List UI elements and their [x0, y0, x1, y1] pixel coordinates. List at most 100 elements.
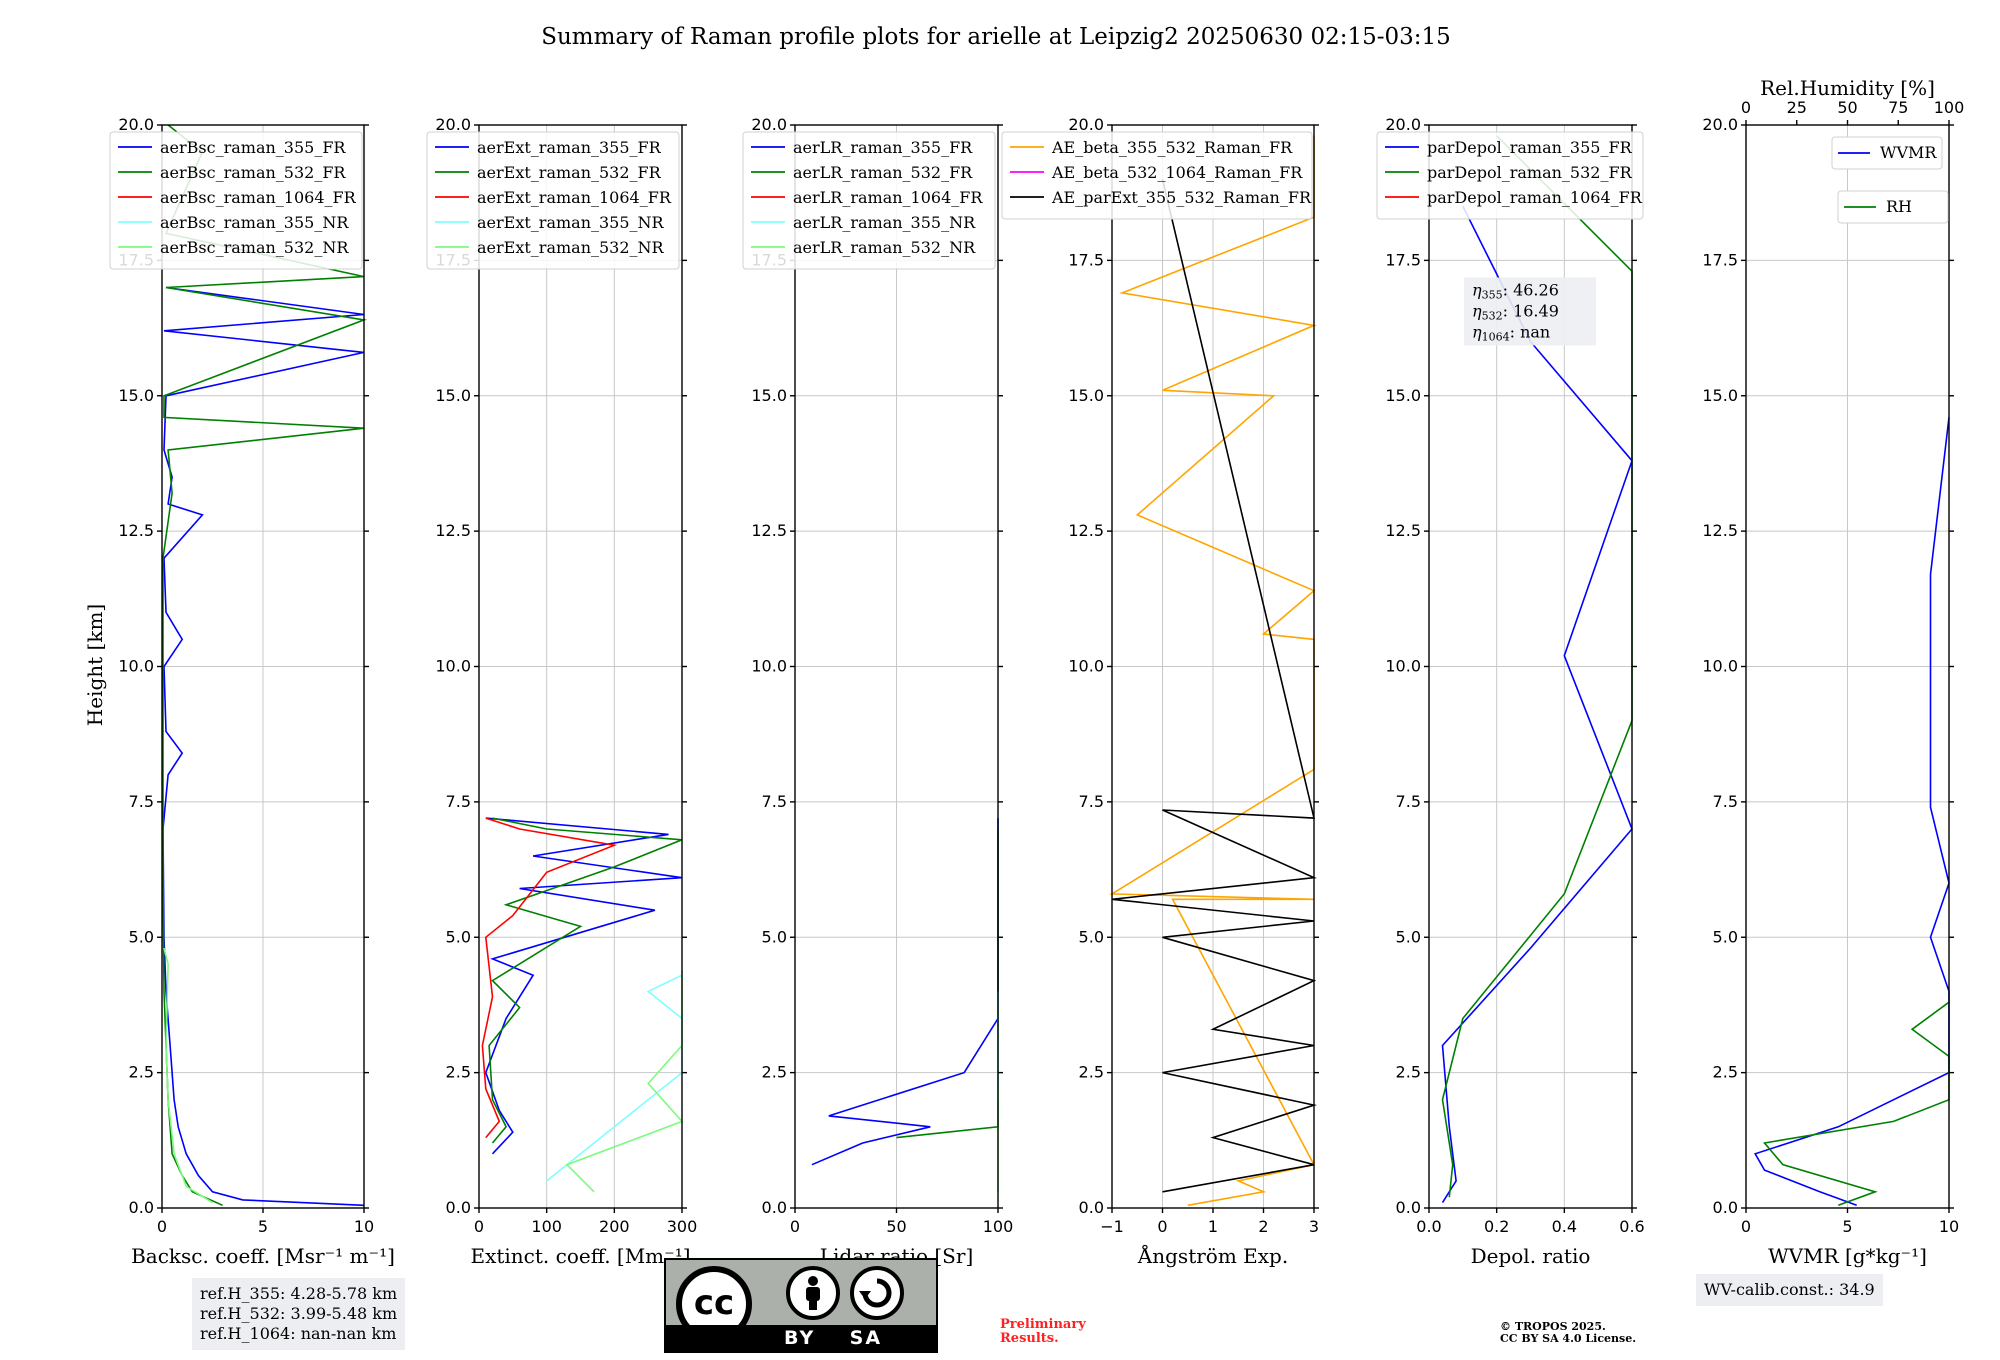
x-tick-label: 0.2: [1484, 1217, 1509, 1236]
y-tick-label: 7.5: [762, 792, 787, 811]
eta-1064-label: η1064: nan: [1472, 322, 1550, 343]
copyright-line-1: © TROPOS 2025.: [1500, 1320, 1606, 1333]
y-tick-label: 0.0: [129, 1198, 154, 1217]
y-tick-label: 7.5: [1079, 792, 1104, 811]
x-tick-label: 0.0: [1416, 1217, 1441, 1236]
series-line-aerBsc_raman_532_FR: [162, 124, 368, 1207]
y-tick-label: 15.0: [751, 386, 787, 405]
legend-box: [742, 131, 996, 270]
x-tick-label: 10: [354, 1217, 374, 1236]
top-x-tick-label: 50: [1837, 98, 1857, 117]
y-tick-label: 15.0: [1385, 386, 1421, 405]
legend-box: [1837, 190, 1949, 224]
y-tick-label: 12.5: [435, 521, 471, 540]
cc-badge-footer: [666, 1325, 936, 1351]
panel-4: 0.0 2.5 5.0 7.5 10.0 12.5 15.0 17.5 20.0 −1 0 1 2 3 Ån…: [1001, 115, 1319, 1268]
y-tick-label: 20.0: [1702, 115, 1738, 134]
x-axis-label: Depol. ratio: [1471, 1244, 1591, 1268]
legend-label: aerLR_raman_532_NR: [793, 238, 976, 257]
y-tick-label: 5.0: [1079, 927, 1104, 946]
y-tick-label: 5.0: [762, 927, 787, 946]
preliminary-note: Preliminary Results.: [1000, 1318, 1086, 1346]
x-tick-label: 10: [1939, 1217, 1959, 1236]
panels: 0.0 2.5 5.0 7.5 10.0 12.5 15.0 17.5 20.0 0 5 10 Back…: [109, 76, 1964, 1268]
legend-box: [1831, 136, 1943, 170]
legend-label: parDepol_raman_532_FR: [1427, 163, 1633, 182]
y-tick-label: 17.5: [1702, 250, 1738, 269]
copyright-line-2: CC BY SA 4.0 License.: [1500, 1332, 1637, 1345]
y-tick-label: 15.0: [118, 386, 154, 405]
legend-label: AE_parExt_355_532_Raman_FR: [1051, 188, 1312, 207]
panel-2: 0.02.55.07.510.012.515.017.520.001002003…: [426, 115, 698, 1268]
x-tick-label: 100: [531, 1217, 562, 1236]
panel-5: 0.0 2.5 5.0 7.5 10.0 12.5 15.0 17.5 20.0 0.0 0.2 0.…: [1376, 115, 1645, 1268]
x-axis-label: WVMR [g*kg⁻¹]: [1768, 1244, 1927, 1268]
legend: parDepol_raman_355_FR parDepol_raman_532_…: [1376, 131, 1644, 220]
figure-title: Summary of Raman profile plots for ariel…: [541, 24, 1451, 50]
legend-label: aerBsc_raman_1064_FR: [160, 188, 357, 207]
y-tick-label: 10.0: [118, 657, 154, 676]
y-tick-label: 12.5: [1702, 521, 1738, 540]
x-tick-label: 5: [258, 1217, 268, 1236]
panel-6: 0.02.55.07.510.012.515.017.520.00 5 10WVMR…: [1702, 76, 1964, 1268]
legend: aerExt_raman_355_FR aerExt_raman_532_FRae…: [426, 131, 680, 270]
eta-532-label: η532: 16.49: [1472, 301, 1559, 322]
x-tick-label: 0: [790, 1217, 800, 1236]
y-tick-label: 0.0: [1079, 1198, 1104, 1217]
top-x-tick-label: 25: [1787, 98, 1807, 117]
x-tick-label: 300: [667, 1217, 698, 1236]
prelim-line-2: Results.: [1000, 1331, 1059, 1346]
legend-label: aerBsc_raman_355_NR: [160, 213, 349, 232]
wv-calibration-box: WV-calib.const.: 34.9: [1696, 1274, 1883, 1306]
series-line-parDepol_raman_355_FR: [1441, 205, 1633, 1204]
top-x-axis-label: Rel.Humidity [%]: [1760, 76, 1935, 100]
share-alike-icon: [850, 1266, 904, 1320]
y-tick-label: 15.0: [1068, 386, 1104, 405]
y-tick-label: 15.0: [1702, 386, 1738, 405]
legend-label: WVMR: [1880, 143, 1937, 162]
legend-label: aerBsc_raman_355_FR: [160, 138, 346, 157]
y-tick-label: 12.5: [1068, 521, 1104, 540]
y-tick-label: 20.0: [435, 115, 471, 134]
legend-box: [426, 131, 680, 270]
x-tick-label: 0: [474, 1217, 484, 1236]
eta-box: [1464, 277, 1596, 346]
x-tick-label: 5: [1842, 1217, 1852, 1236]
series-line-aerExt_raman_355_FR: [484, 817, 683, 1155]
y-tick-label: 5.0: [129, 927, 154, 946]
top-x-tick-label: 100: [1934, 98, 1965, 117]
panel-1: 0.02.55.07.510.012.515.017.520.00510Back…: [109, 115, 395, 1268]
cc-license-badge: cc BY SA: [664, 1258, 938, 1353]
y-tick-label: 10.0: [435, 657, 471, 676]
reference-height-box: ref.H_355: 4.28-5.78 km ref.H_532: 3.99-…: [192, 1278, 406, 1350]
x-tick-label: 50: [886, 1217, 906, 1236]
x-axis-label: Backsc. coeff. [Msr⁻¹ m⁻¹]: [131, 1244, 395, 1268]
legend-label: RH: [1886, 197, 1912, 216]
x-axis-label: Extinct. coeff. [Mm⁻¹]: [470, 1244, 690, 1268]
y-tick-label: 12.5: [751, 521, 787, 540]
y-tick-label: 0.0: [446, 1198, 471, 1217]
x-tick-label: 3: [1309, 1217, 1319, 1236]
x-tick-label: −1: [1100, 1217, 1124, 1236]
series-line-aerExt_raman_532_FR: [488, 817, 683, 1144]
series-line-aerLR_raman_532_FR: [896, 829, 999, 1139]
y-tick-label: 7.5: [446, 792, 471, 811]
y-tick-label: 10.0: [1385, 657, 1421, 676]
prelim-line-1: Preliminary: [1000, 1317, 1086, 1332]
x-tick-label: 0: [157, 1217, 167, 1236]
x-tick-label: 0: [1157, 1217, 1167, 1236]
legend-box: [109, 131, 363, 270]
y-tick-label: 20.0: [118, 115, 154, 134]
y-tick-label: 20.0: [1385, 115, 1421, 134]
series-line-aerExt_raman_532_NR: [565, 969, 684, 1193]
y-tick-label: 7.5: [1713, 792, 1738, 811]
ref-h-355: ref.H_355: 4.28-5.78 km: [200, 1284, 398, 1303]
series-line-aerLR_raman_355_FR: [811, 818, 999, 1166]
legend-label: aerExt_raman_355_FR: [477, 138, 662, 157]
legend-box: [1376, 131, 1644, 220]
legend-label: AE_beta_532_1064_Raman_FR: [1051, 163, 1303, 182]
y-axis-label: Height [km]: [83, 604, 107, 726]
y-tick-label: 2.5: [129, 1063, 154, 1082]
x-tick-label: 0: [1741, 1217, 1751, 1236]
